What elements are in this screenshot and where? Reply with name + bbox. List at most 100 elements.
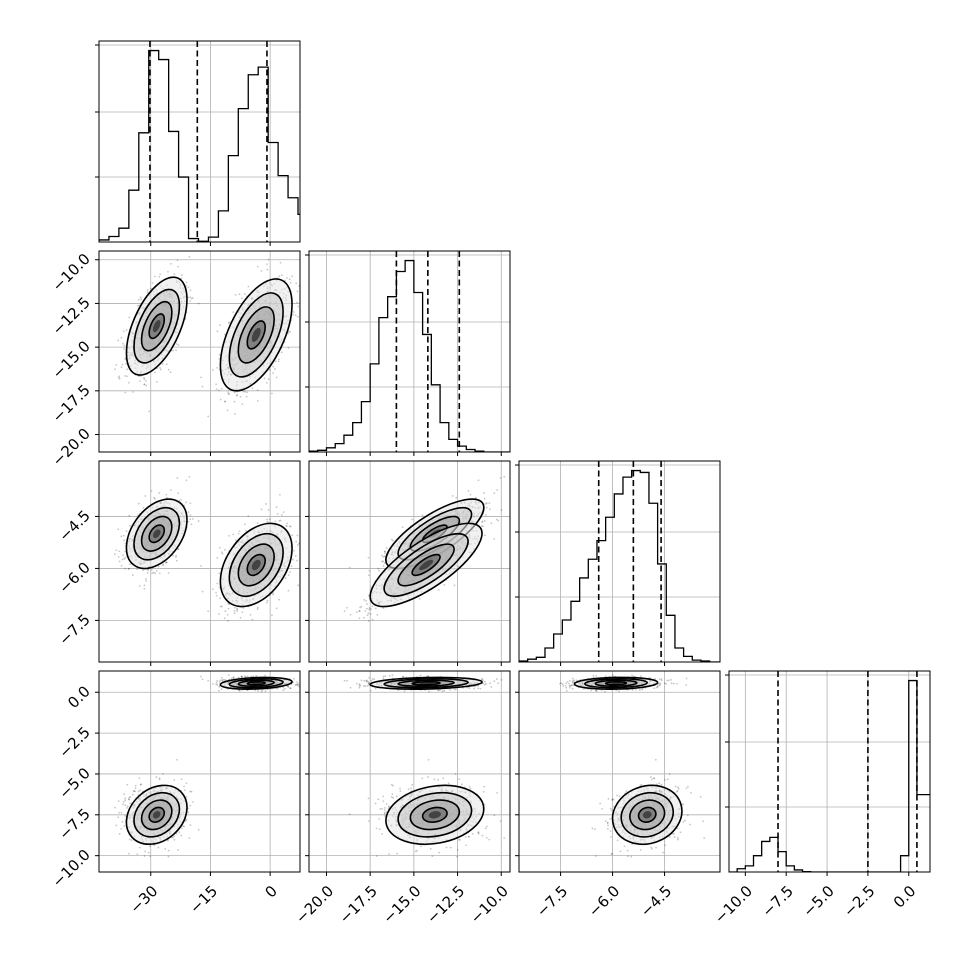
sample-point <box>244 390 247 393</box>
histogram-1 <box>309 259 510 452</box>
contour-level <box>246 320 266 350</box>
sample-point <box>131 391 134 393</box>
sample-point <box>175 559 178 562</box>
sample-point <box>148 410 150 413</box>
sample-point <box>137 790 140 793</box>
sample-point <box>274 520 277 523</box>
sample-point <box>190 297 193 300</box>
sample-point <box>201 385 204 388</box>
sample-point <box>162 563 165 566</box>
contour-level <box>140 515 173 552</box>
sample-point <box>289 331 291 333</box>
sample-point <box>124 804 127 807</box>
sample-point <box>215 383 218 386</box>
sample-point <box>114 368 116 371</box>
contour-level <box>237 543 275 587</box>
sample-point <box>128 798 131 801</box>
sample-point <box>275 607 278 610</box>
sample-point <box>121 363 124 366</box>
sample-point <box>488 502 491 505</box>
sample-point <box>128 514 131 517</box>
sample-point <box>282 511 285 514</box>
sample-point <box>177 265 180 268</box>
sample-point <box>136 853 139 856</box>
sample-point <box>232 311 235 314</box>
sample-point <box>239 616 242 619</box>
sample-point <box>239 396 242 398</box>
sample-point <box>497 519 500 522</box>
sample-point <box>159 368 162 371</box>
sample-point <box>173 835 176 838</box>
sample-point <box>146 291 149 294</box>
sample-point <box>411 518 414 521</box>
sample-point <box>286 277 288 279</box>
sample-point <box>197 520 200 522</box>
sample-point <box>228 534 230 537</box>
sample-point <box>279 493 281 496</box>
sample-point <box>218 572 221 575</box>
sample-point <box>115 549 118 552</box>
sample-point <box>451 495 454 497</box>
sample-point <box>189 289 192 292</box>
sample-point <box>484 514 487 516</box>
sample-point <box>165 561 168 564</box>
sample-point <box>185 782 188 785</box>
sample-point <box>173 273 176 276</box>
sample-point <box>143 383 146 386</box>
sample-point <box>367 612 370 615</box>
sample-point <box>200 376 202 379</box>
sample-point <box>158 572 161 575</box>
sample-point <box>381 560 384 563</box>
sample-point <box>219 597 221 600</box>
contour-level <box>237 306 275 364</box>
sample-point <box>265 503 267 505</box>
sample-point <box>272 593 274 596</box>
sample-point <box>485 502 488 504</box>
y-tick-label: −7.5 <box>55 611 93 649</box>
contour-level <box>125 276 188 376</box>
sample-point <box>384 550 386 553</box>
sample-point <box>153 275 156 278</box>
sample-point <box>124 567 127 570</box>
sample-point <box>297 305 300 308</box>
sample-point <box>175 343 178 345</box>
sample-point <box>134 790 136 793</box>
sample-point <box>183 789 186 792</box>
sample-point <box>164 847 167 850</box>
sample-point <box>215 594 218 597</box>
sample-point <box>118 550 121 553</box>
sample-point <box>484 503 487 505</box>
sample-point <box>169 371 172 374</box>
sample-point <box>483 497 486 500</box>
sample-point <box>189 296 192 298</box>
sample-point <box>358 617 361 620</box>
density-shade <box>152 529 161 539</box>
sample-point <box>139 296 142 299</box>
sample-point <box>190 523 193 526</box>
sample-point <box>289 571 291 574</box>
sample-point <box>124 362 127 365</box>
sample-point <box>285 525 288 527</box>
sample-point <box>236 608 239 611</box>
sample-point <box>292 311 295 313</box>
sample-point <box>180 499 183 501</box>
sample-point <box>189 502 192 505</box>
sample-point <box>367 594 370 597</box>
sample-point <box>118 811 121 814</box>
sample-point <box>256 522 259 525</box>
sample-point <box>223 617 226 620</box>
contour-level <box>369 522 483 608</box>
sample-point <box>140 783 142 786</box>
sample-point <box>288 525 291 528</box>
sample-point <box>358 610 361 612</box>
sample-point <box>124 815 127 817</box>
sample-point <box>140 298 142 301</box>
panel-2-0: −7.5−6.0−4.5 <box>55 460 301 666</box>
sample-point <box>495 518 498 521</box>
sample-point <box>126 375 128 378</box>
sample-point <box>245 395 248 398</box>
sample-point <box>115 363 118 366</box>
sample-point <box>134 784 137 787</box>
sample-point <box>227 391 230 394</box>
density-shade <box>251 559 261 571</box>
